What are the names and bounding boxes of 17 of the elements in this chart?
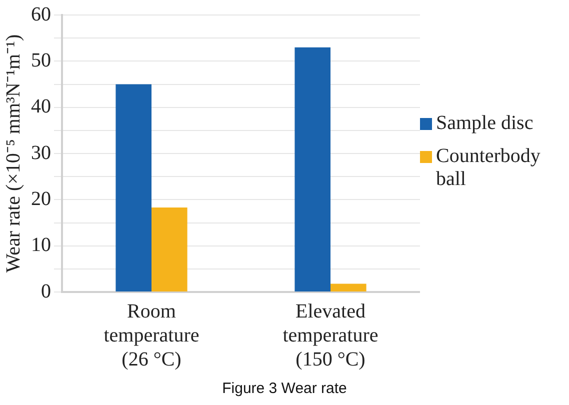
x-tick-label: Elevated temperature (150 °C) — [282, 300, 378, 370]
y-tick-label: 50 — [31, 49, 51, 72]
bar — [116, 84, 152, 292]
y-axis-title: Wear rate (×10⁻⁵ mm³N⁻¹m⁻¹) — [2, 34, 24, 273]
y-tick-label: 0 — [41, 280, 51, 302]
y-tick-label: 40 — [31, 96, 51, 118]
bar — [152, 208, 188, 292]
legend-label: Sample disc — [436, 112, 534, 135]
y-tick-label: 10 — [31, 234, 51, 256]
legend-label: Counterbody ball — [436, 145, 542, 191]
caption: Figure 3 Wear rate — [221, 380, 348, 397]
bar — [330, 284, 366, 292]
y-tick-label: 20 — [31, 188, 51, 210]
x-tick-label: Room temperature (26 °C) — [104, 300, 200, 370]
y-tick-label: 60 — [31, 3, 51, 26]
y-tick-label: 30 — [31, 142, 51, 164]
bar — [294, 47, 330, 292]
